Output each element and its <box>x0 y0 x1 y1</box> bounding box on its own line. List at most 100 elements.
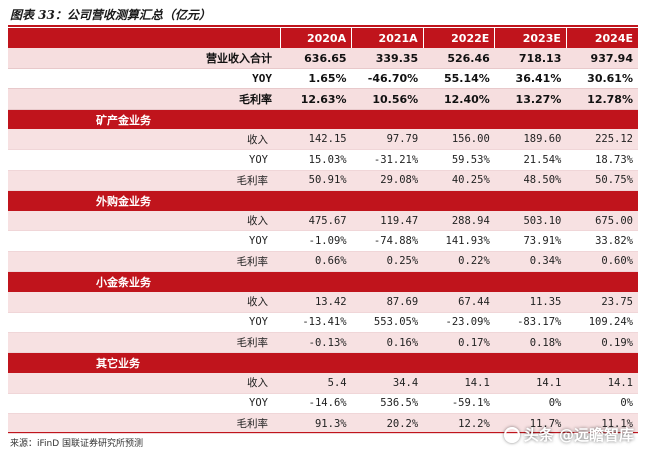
header-year: 2022E <box>422 28 495 49</box>
cell-value: -59.1% <box>423 393 495 415</box>
cell-value: 14.1 <box>494 373 567 394</box>
summary-value: 12.78% <box>566 88 638 110</box>
summary-value: 12.40% <box>423 88 495 110</box>
cell-value: 59.53% <box>423 149 495 171</box>
table-row: 收入 142.15 97.79 156.00 189.60 225.12 <box>8 129 638 151</box>
cell-value: 536.5% <box>351 393 424 415</box>
cell-value: 21.54% <box>494 149 567 171</box>
summary-row: 营业收入合计 636.65 339.35 526.46 718.13 937.94 <box>8 48 638 70</box>
cell-value: 0.34% <box>494 251 567 273</box>
cell-value: 11.1% <box>566 413 638 435</box>
cell-value: 50.91% <box>280 170 352 191</box>
cell-value: 15.03% <box>280 149 352 171</box>
title-rule <box>8 25 638 27</box>
row-label: 毛利率 <box>8 332 280 354</box>
table-row: 毛利率 0.66% 0.25% 0.22% 0.34% 0.60% <box>8 251 638 273</box>
summary-value: 636.65 <box>280 48 352 70</box>
table-body: 2020A 2021A 2022E 2023E 2024E 营业收入合计 636.65 339… <box>8 28 638 435</box>
cell-value: 33.82% <box>566 230 638 252</box>
cell-value: 0% <box>566 393 638 415</box>
cell-value: 34.4 <box>351 373 424 394</box>
summary-value: 36.41% <box>494 68 567 90</box>
cell-value: 475.67 <box>280 210 352 232</box>
figure-title: 图表 33：公司营收测算汇总（亿元） <box>10 8 211 22</box>
cell-value: 48.50% <box>494 170 567 191</box>
cell-value: 0.17% <box>423 332 495 354</box>
summary-label: YOY <box>8 68 280 90</box>
cell-value: 13.42 <box>280 291 352 313</box>
summary-value: 12.63% <box>280 88 352 110</box>
cell-value: 141.93% <box>423 230 495 252</box>
cell-value: -1.09% <box>280 230 352 252</box>
table-row: 毛利率 50.91% 29.08% 40.25% 48.50% 50.75% <box>8 170 638 191</box>
header-year: 2023E <box>494 28 567 49</box>
cell-value: 11.35 <box>494 291 567 313</box>
section-name: 其它业务 <box>8 352 638 374</box>
summary-value: 339.35 <box>351 48 424 70</box>
section-name: 外购金业务 <box>8 190 638 211</box>
summary-value: 10.56% <box>351 88 424 110</box>
summary-label: 营业收入合计 <box>8 48 280 70</box>
cell-value: 0.25% <box>351 251 424 273</box>
cell-value: -83.17% <box>494 312 567 333</box>
cell-value: 12.2% <box>423 413 495 435</box>
summary-value: 526.46 <box>423 48 495 70</box>
brand-logo-icon <box>503 426 520 443</box>
cell-value: 18.73% <box>566 149 638 171</box>
cell-value: 0.16% <box>351 332 424 354</box>
row-label: 毛利率 <box>8 413 280 435</box>
table-row: 收入 13.42 87.69 67.44 11.35 23.75 <box>8 291 638 313</box>
cell-value: 553.05% <box>351 312 424 333</box>
table-row: 收入 5.4 34.4 14.1 14.1 14.1 <box>8 373 638 394</box>
row-label: 毛利率 <box>8 170 280 191</box>
cell-value: 73.91% <box>494 230 567 252</box>
header-year: 2020A <box>279 28 352 49</box>
cell-value: 87.69 <box>351 291 424 313</box>
cell-value: 0% <box>494 393 567 415</box>
bottom-rule <box>8 432 638 433</box>
header-year: 2021A <box>351 28 424 49</box>
table-row: YOY -13.41% 553.05% -23.09% -83.17% 109.24% <box>8 312 638 333</box>
header-blank <box>8 28 280 49</box>
summary-value: 30.61% <box>566 68 638 90</box>
summary-row: 毛利率 12.63% 10.56% 12.40% 13.27% 12.78% <box>8 88 638 110</box>
cell-value: 5.4 <box>280 373 352 394</box>
revenue-table: 2020A 2021A 2022E 2023E 2024E 营业收入合计 636.65 339… <box>8 28 638 435</box>
summary-value: -46.70% <box>351 68 424 90</box>
summary-value: 55.14% <box>423 68 495 90</box>
row-label: 收入 <box>8 291 280 313</box>
cell-value: 0.22% <box>423 251 495 273</box>
cell-value: 50.75% <box>566 170 638 191</box>
cell-value: 189.60 <box>494 129 567 151</box>
summary-value: 718.13 <box>494 48 567 70</box>
header-row: 2020A 2021A 2022E 2023E 2024E <box>8 28 638 49</box>
table-row: YOY 15.03% -31.21% 59.53% 21.54% 18.73% <box>8 149 638 171</box>
table-row: 毛利率 -0.13% 0.16% 0.17% 0.18% 0.19% <box>8 332 638 354</box>
cell-value: -23.09% <box>423 312 495 333</box>
cell-value: 23.75 <box>566 291 638 313</box>
cell-value: 119.47 <box>351 210 424 232</box>
section-header-row: 外购金业务 <box>8 190 638 211</box>
table-row: 收入 475.67 119.47 288.94 503.10 675.00 <box>8 210 638 232</box>
cell-value: 0.66% <box>280 251 352 273</box>
cell-value: -13.41% <box>280 312 352 333</box>
section-name: 矿产金业务 <box>8 109 638 130</box>
section-header-row: 小金条业务 <box>8 271 638 292</box>
cell-value: 156.00 <box>423 129 495 151</box>
cell-value: 109.24% <box>566 312 638 333</box>
cell-value: 91.3% <box>280 413 352 435</box>
row-label: 毛利率 <box>8 251 280 273</box>
section-header-row: 矿产金业务 <box>8 109 638 130</box>
source-note: 来源：iFinD 国联证券研究所预测 <box>10 439 144 449</box>
brand-watermark: 头条 @远瞻智库 <box>503 424 634 445</box>
cell-value: 675.00 <box>566 210 638 232</box>
row-label: YOY <box>8 149 280 171</box>
summary-value: 937.94 <box>566 48 638 70</box>
cell-value: 14.1 <box>423 373 495 394</box>
cell-value: 29.08% <box>351 170 424 191</box>
cell-value: 0.18% <box>494 332 567 354</box>
summary-row: YOY 1.65% -46.70% 55.14% 36.41% 30.61% <box>8 68 638 90</box>
cell-value: 225.12 <box>566 129 638 151</box>
row-label: YOY <box>8 393 280 415</box>
row-label: YOY <box>8 230 280 252</box>
